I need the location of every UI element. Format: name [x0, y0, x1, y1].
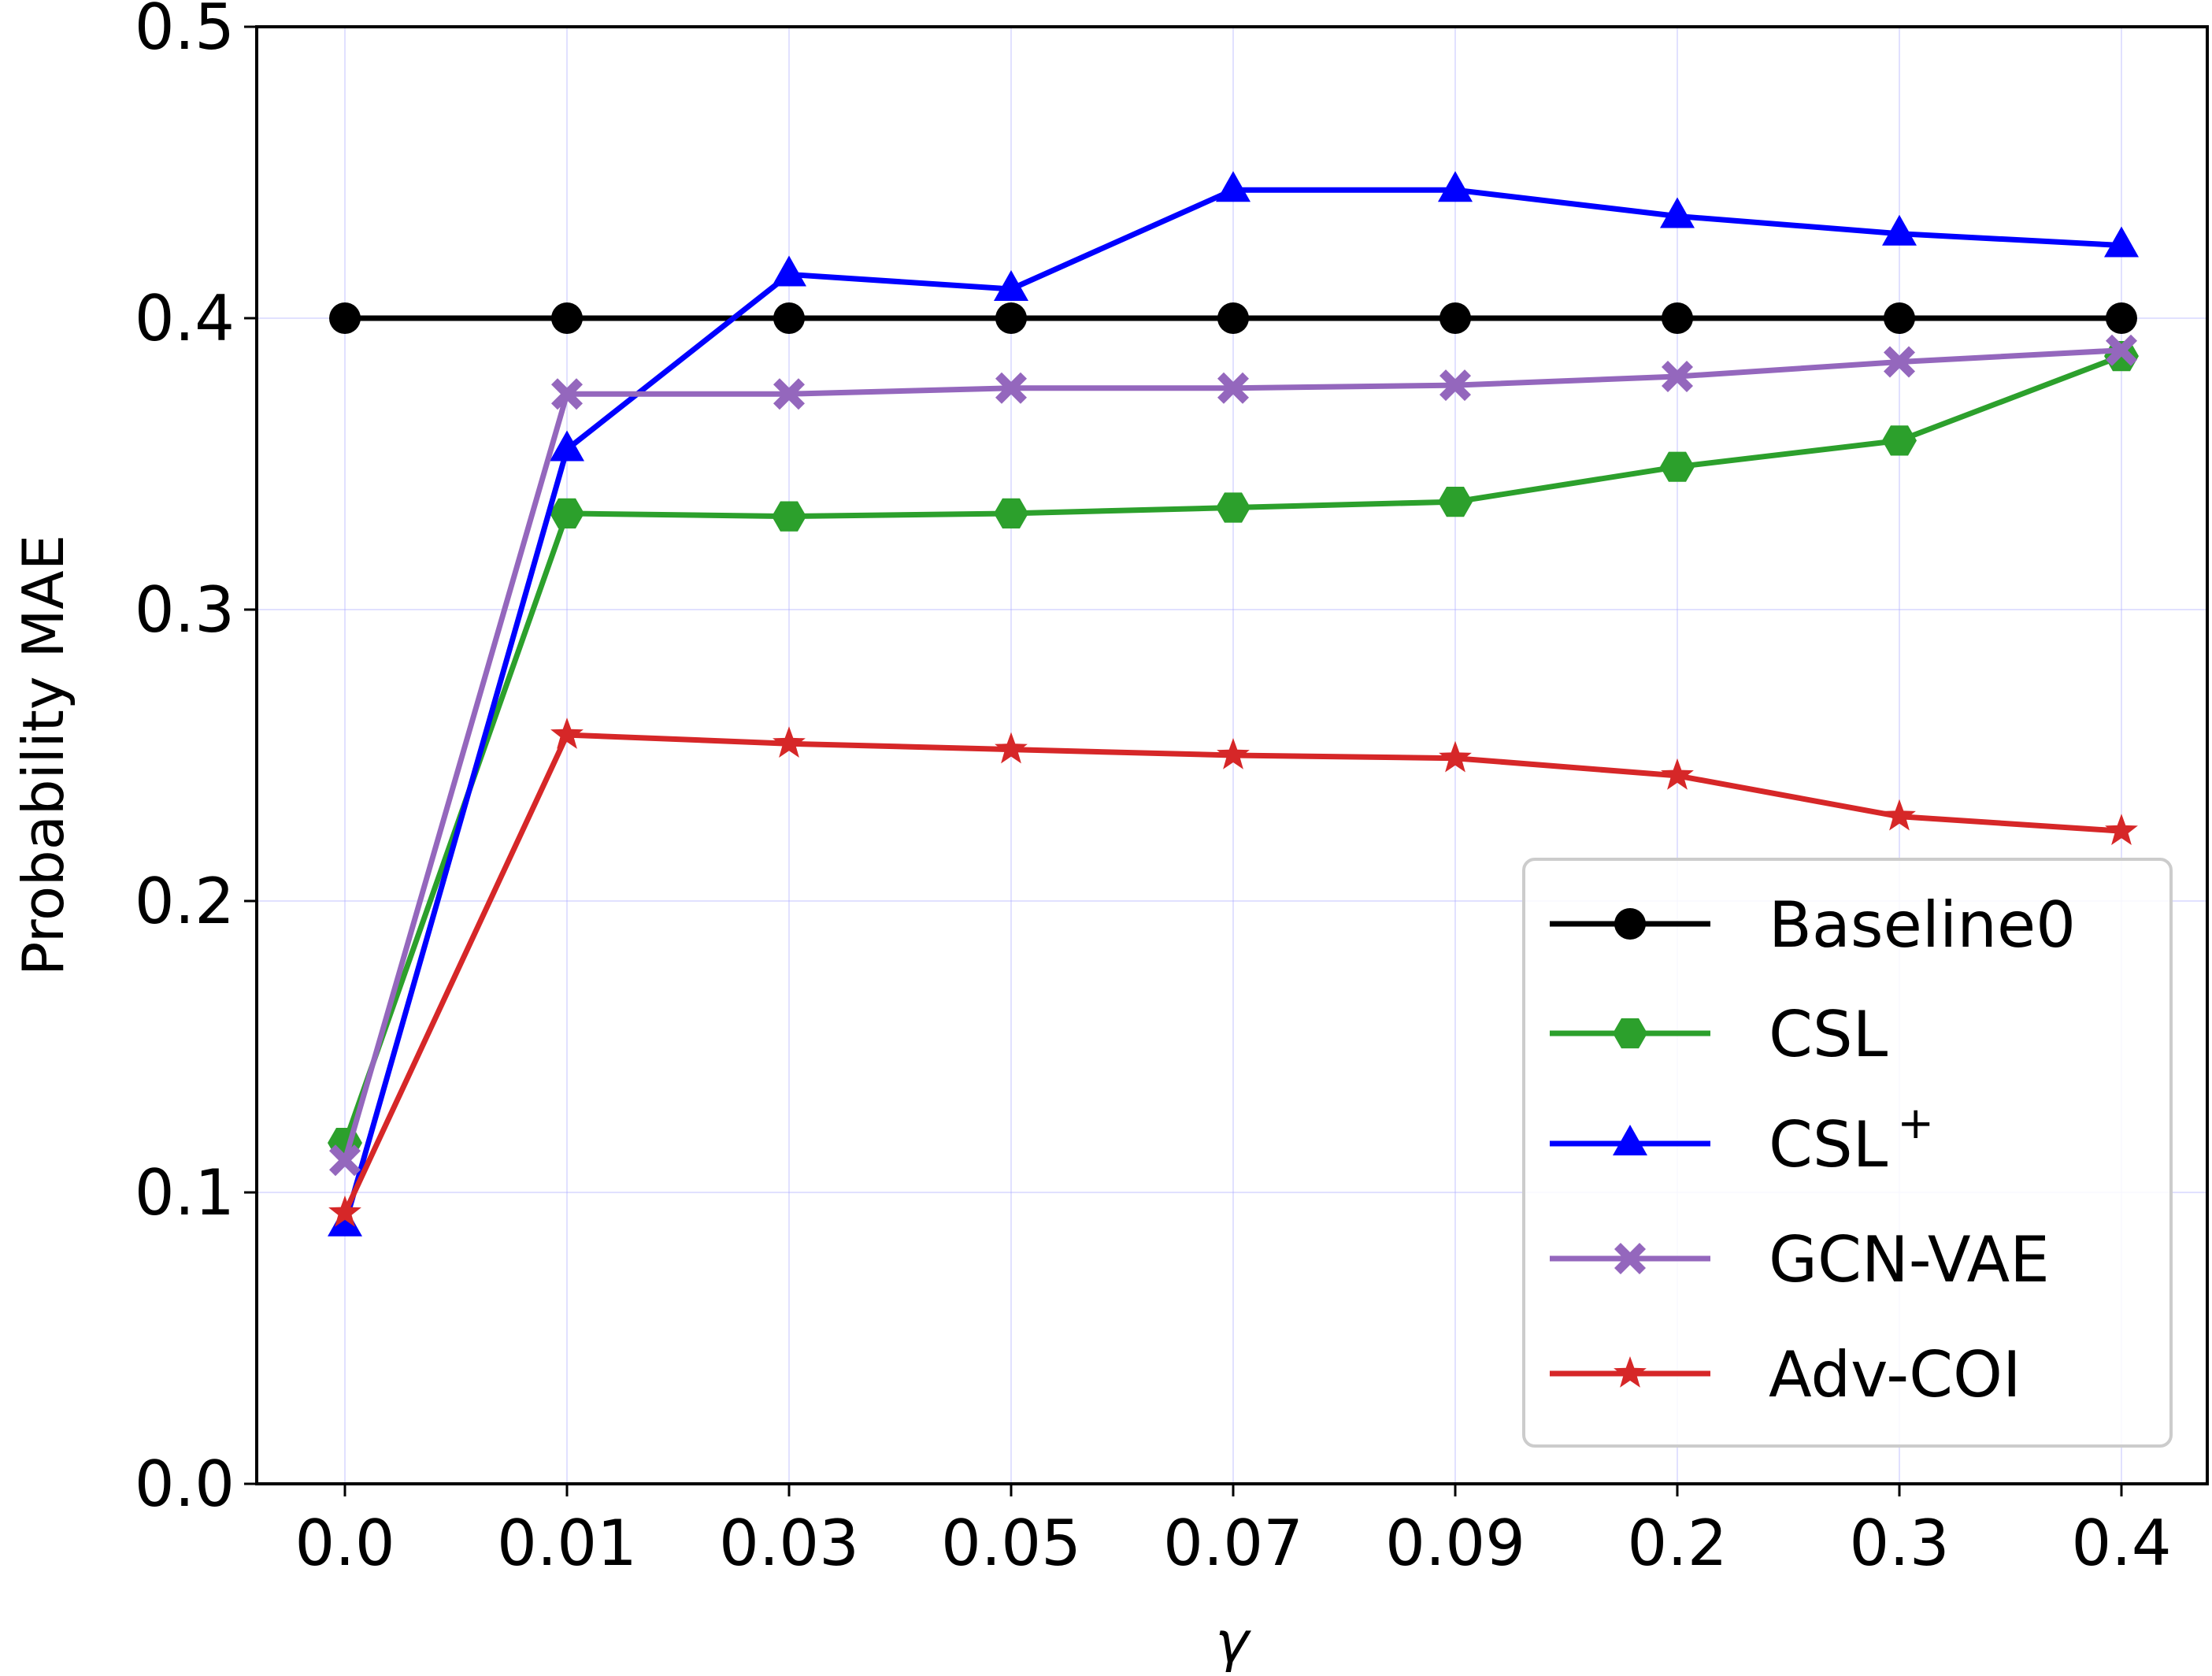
legend-item-gcn-vae: GCN-VAE — [1550, 1223, 2050, 1296]
legend-label-csl: CSL — [1769, 998, 1888, 1071]
y-axis-title: Probability MAE — [10, 535, 76, 976]
x-tick-label: 0.3 — [1849, 1507, 1949, 1580]
data-point-baseline0 — [329, 302, 361, 334]
y-tick-label: 0.3 — [135, 573, 235, 647]
legend-marker-gcn-vae — [1614, 1243, 1646, 1274]
data-point-csl-plus — [550, 430, 584, 462]
legend-marker-csl — [1613, 1018, 1647, 1049]
legend-marker-adv-coi — [1614, 1356, 1647, 1388]
data-point-csl-plus — [1438, 171, 1473, 202]
data-point-adv-coi — [995, 732, 1028, 764]
x-tick-label: 0.4 — [2071, 1507, 2171, 1580]
data-point-adv-coi — [1883, 799, 1916, 831]
data-point-adv-coi — [1661, 758, 1694, 790]
data-point-baseline0 — [2106, 302, 2137, 334]
ticks: 0.0 0.1 0.2 0.3 0.4 0.5 0.0 0.01 0.03 0.05 0.07 0.0… — [135, 0, 2172, 1580]
legend-marker-csl-plus — [1613, 1125, 1647, 1155]
data-point-gcn-vae — [995, 372, 1027, 404]
data-point-csl-plus — [1660, 197, 1695, 228]
x-tick-label: 0.05 — [941, 1507, 1081, 1580]
data-point-gcn-vae — [551, 378, 583, 410]
data-point-csl — [772, 501, 806, 532]
data-point-csl-plus — [1216, 171, 1251, 202]
data-point-csl-plus — [1882, 214, 1917, 246]
legend-item-adv-coi: Adv-COI — [1550, 1338, 2021, 1411]
y-tick-label: 0.1 — [135, 1156, 235, 1229]
data-point-csl — [1216, 492, 1251, 523]
x-tick-label: 0.2 — [1627, 1507, 1727, 1580]
data-point-gcn-vae — [2106, 334, 2137, 366]
data-point-adv-coi — [773, 726, 806, 758]
data-point-baseline0 — [995, 302, 1027, 334]
x-tick-label: 0.03 — [719, 1507, 859, 1580]
x-axis-title: γ — [1215, 1609, 1251, 1672]
data-point-adv-coi — [550, 717, 584, 749]
series-group — [328, 171, 2139, 1237]
data-point-gcn-vae — [773, 378, 805, 410]
data-point-csl — [550, 498, 584, 528]
data-point-csl-plus — [2104, 226, 2139, 258]
data-point-csl — [994, 498, 1028, 528]
y-tick-label: 0.5 — [135, 0, 235, 64]
data-point-baseline0 — [1662, 302, 1693, 334]
data-point-adv-coi — [2105, 814, 2138, 845]
y-tick-label: 0.4 — [135, 282, 235, 355]
data-point-baseline0 — [773, 302, 805, 334]
series-gcn-vae — [329, 334, 2137, 1177]
x-tick-label: 0.09 — [1385, 1507, 1525, 1580]
data-point-csl — [1660, 451, 1695, 482]
data-point-gcn-vae — [329, 1144, 361, 1177]
x-tick-label: 0.01 — [497, 1507, 637, 1580]
legend-item-csl-plus: CSL + — [1550, 1098, 1934, 1181]
series-adv-coi — [328, 717, 2138, 1227]
x-tick-label: 0.0 — [295, 1507, 395, 1580]
legend-label-adv-coi: Adv-COI — [1769, 1338, 2021, 1411]
data-point-csl-plus — [994, 270, 1028, 301]
data-point-baseline0 — [1439, 302, 1471, 334]
legend-label-gcn-vae: GCN-VAE — [1769, 1223, 2050, 1296]
data-point-gcn-vae — [1884, 346, 1915, 378]
data-point-baseline0 — [1217, 302, 1249, 334]
data-point-baseline0 — [1884, 302, 1915, 334]
data-point-csl-plus — [772, 255, 806, 287]
data-point-csl — [1882, 425, 1917, 456]
legend-marker-baseline0 — [1614, 908, 1646, 940]
y-tick-label: 0.2 — [135, 865, 235, 938]
legend-item-csl: CSL — [1550, 998, 1888, 1071]
data-point-gcn-vae — [1662, 361, 1693, 392]
data-point-adv-coi — [1439, 740, 1472, 773]
data-point-gcn-vae — [1217, 372, 1249, 404]
series-csl-plus — [328, 171, 2139, 1237]
legend-box — [1522, 858, 2173, 1448]
x-tick-label: 0.07 — [1163, 1507, 1303, 1580]
data-point-csl-plus — [328, 1205, 362, 1237]
series-baseline0 — [329, 302, 2137, 334]
y-tick-label: 0.0 — [135, 1448, 235, 1521]
data-point-adv-coi — [1217, 738, 1250, 769]
data-point-baseline0 — [551, 302, 583, 334]
legend-label-baseline0: Baseline0 — [1769, 888, 2076, 962]
legend-label-csl-plus: CSL + — [1769, 1098, 1934, 1181]
legend-item-baseline0: Baseline0 — [1550, 888, 2076, 962]
data-point-csl — [1438, 487, 1473, 517]
data-point-gcn-vae — [1439, 369, 1471, 402]
legend: Baseline0 CSL CSL + GCN-VAE Adv-COI — [1522, 858, 2173, 1448]
data-point-adv-coi — [328, 1195, 361, 1227]
